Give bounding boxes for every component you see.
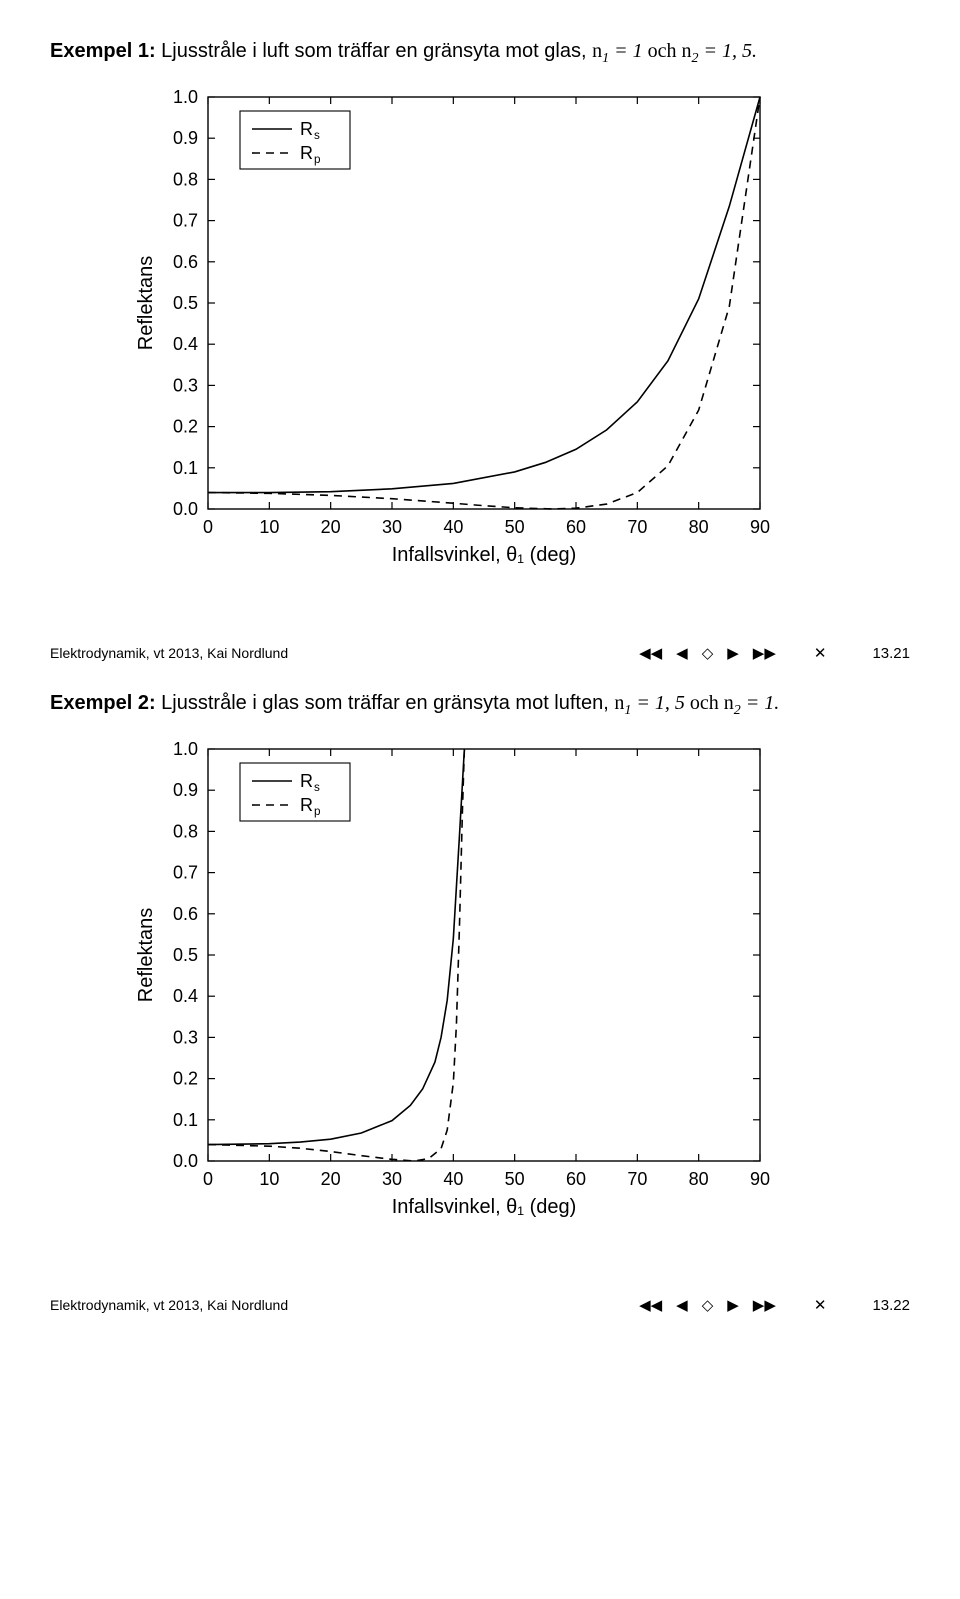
nav-last-icon[interactable]: ▶▶ bbox=[753, 1296, 776, 1314]
svg-text:p: p bbox=[314, 153, 321, 166]
svg-text:10: 10 bbox=[259, 1169, 279, 1189]
page-number-2: 13.22 bbox=[872, 1297, 910, 1314]
chart1: 0 10 20 30 40 50 60 70 80 90 0.0 0.1 0.2 0.3 0.4 0.5 0.6… bbox=[130, 79, 910, 584]
svg-text:0.3: 0.3 bbox=[173, 1027, 198, 1047]
svg-text:0.5: 0.5 bbox=[173, 293, 198, 313]
svg-text:0.5: 0.5 bbox=[173, 945, 198, 965]
nav-prev-icon[interactable]: ◀ bbox=[676, 644, 688, 662]
svg-text:R: R bbox=[300, 119, 313, 139]
example2-heading: Exempel 2: Ljusstråle i glas som träffar… bbox=[50, 692, 910, 719]
svg-text:0.4: 0.4 bbox=[173, 334, 198, 354]
svg-text:1.0: 1.0 bbox=[173, 739, 198, 759]
svg-text:0.0: 0.0 bbox=[173, 499, 198, 519]
credit-text: Elektrodynamik, vt 2013, Kai Nordlund bbox=[50, 645, 288, 661]
svg-text:30: 30 bbox=[382, 517, 402, 537]
svg-text:90: 90 bbox=[750, 1169, 770, 1189]
svg-text:0.9: 0.9 bbox=[173, 128, 198, 148]
svg-text:0.1: 0.1 bbox=[173, 458, 198, 478]
svg-text:0.8: 0.8 bbox=[173, 169, 198, 189]
svg-text:0.6: 0.6 bbox=[173, 904, 198, 924]
svg-text:p: p bbox=[314, 805, 321, 818]
svg-text:Infallsvinkel, θ₁ (deg): Infallsvinkel, θ₁ (deg) bbox=[392, 1196, 577, 1218]
example1-label: Exempel 1: bbox=[50, 40, 156, 62]
svg-text:Reflektans: Reflektans bbox=[135, 256, 157, 351]
svg-text:0.7: 0.7 bbox=[173, 211, 198, 231]
example2-text: Ljusstråle i glas som träffar en gränsyt… bbox=[156, 692, 615, 714]
svg-text:R: R bbox=[300, 143, 313, 163]
svg-text:40: 40 bbox=[443, 517, 463, 537]
example1-eq: n1 = 1 och n2 = 1, 5. bbox=[592, 40, 757, 62]
svg-text:30: 30 bbox=[382, 1169, 402, 1189]
svg-text:1.0: 1.0 bbox=[173, 87, 198, 107]
svg-text:90: 90 bbox=[750, 517, 770, 537]
nav-next-icon[interactable]: ▶ bbox=[727, 1296, 739, 1314]
footer2: Elektrodynamik, vt 2013, Kai Nordlund ◀◀… bbox=[50, 1296, 910, 1314]
nav-prev-icon[interactable]: ◀ bbox=[676, 1296, 688, 1314]
svg-text:Reflektans: Reflektans bbox=[135, 908, 157, 1003]
nav-first-icon[interactable]: ◀◀ bbox=[639, 644, 662, 662]
svg-text:50: 50 bbox=[505, 1169, 525, 1189]
nav-close-icon[interactable]: ✕ bbox=[814, 644, 827, 662]
svg-text:0.2: 0.2 bbox=[173, 1069, 198, 1089]
svg-text:50: 50 bbox=[505, 517, 525, 537]
svg-text:s: s bbox=[314, 781, 320, 794]
nav-diamond-icon[interactable]: ◇ bbox=[702, 1296, 714, 1314]
svg-text:0.2: 0.2 bbox=[173, 417, 198, 437]
svg-text:0.4: 0.4 bbox=[173, 986, 198, 1006]
nav-last-icon[interactable]: ▶▶ bbox=[753, 644, 776, 662]
svg-text:10: 10 bbox=[259, 517, 279, 537]
svg-text:80: 80 bbox=[689, 1169, 709, 1189]
example2-label: Exempel 2: bbox=[50, 692, 156, 714]
svg-text:0.3: 0.3 bbox=[173, 375, 198, 395]
svg-text:Infallsvinkel, θ₁ (deg): Infallsvinkel, θ₁ (deg) bbox=[392, 544, 577, 566]
svg-text:0.0: 0.0 bbox=[173, 1151, 198, 1171]
svg-text:0.1: 0.1 bbox=[173, 1110, 198, 1130]
svg-text:0.9: 0.9 bbox=[173, 780, 198, 800]
svg-text:0.6: 0.6 bbox=[173, 252, 198, 272]
svg-text:0: 0 bbox=[203, 1169, 213, 1189]
svg-text:s: s bbox=[314, 129, 320, 142]
example2-eq: n1 = 1, 5 och n2 = 1. bbox=[614, 692, 779, 714]
svg-text:R: R bbox=[300, 795, 313, 815]
svg-text:20: 20 bbox=[321, 517, 341, 537]
page-number-1: 13.21 bbox=[872, 645, 910, 662]
nav-group-1: ◀◀ ◀ ◇ ▶ ▶▶ ✕ 13.21 bbox=[639, 644, 910, 662]
footer1: Elektrodynamik, vt 2013, Kai Nordlund ◀◀… bbox=[50, 644, 910, 662]
svg-text:60: 60 bbox=[566, 517, 586, 537]
nav-group-2: ◀◀ ◀ ◇ ▶ ▶▶ ✕ 13.22 bbox=[639, 1296, 910, 1314]
svg-text:0: 0 bbox=[203, 517, 213, 537]
nav-close-icon[interactable]: ✕ bbox=[814, 1296, 827, 1314]
svg-text:R: R bbox=[300, 771, 313, 791]
example1-text: Ljusstråle i luft som träffar en gränsyt… bbox=[156, 40, 592, 62]
svg-text:70: 70 bbox=[627, 1169, 647, 1189]
example1-heading: Exempel 1: Ljusstråle i luft som träffar… bbox=[50, 40, 910, 67]
nav-next-icon[interactable]: ▶ bbox=[727, 644, 739, 662]
svg-text:70: 70 bbox=[627, 517, 647, 537]
svg-text:60: 60 bbox=[566, 1169, 586, 1189]
svg-text:0.7: 0.7 bbox=[173, 863, 198, 883]
nav-first-icon[interactable]: ◀◀ bbox=[639, 1296, 662, 1314]
nav-diamond-icon[interactable]: ◇ bbox=[702, 644, 714, 662]
svg-text:0.8: 0.8 bbox=[173, 821, 198, 841]
svg-text:20: 20 bbox=[321, 1169, 341, 1189]
svg-text:80: 80 bbox=[689, 517, 709, 537]
chart2: 0 10 20 30 40 50 60 70 80 90 0.0 0.1 0.2 0.3 0.4 0.5 0.6… bbox=[130, 731, 910, 1236]
credit-text-2: Elektrodynamik, vt 2013, Kai Nordlund bbox=[50, 1297, 288, 1313]
svg-text:40: 40 bbox=[443, 1169, 463, 1189]
